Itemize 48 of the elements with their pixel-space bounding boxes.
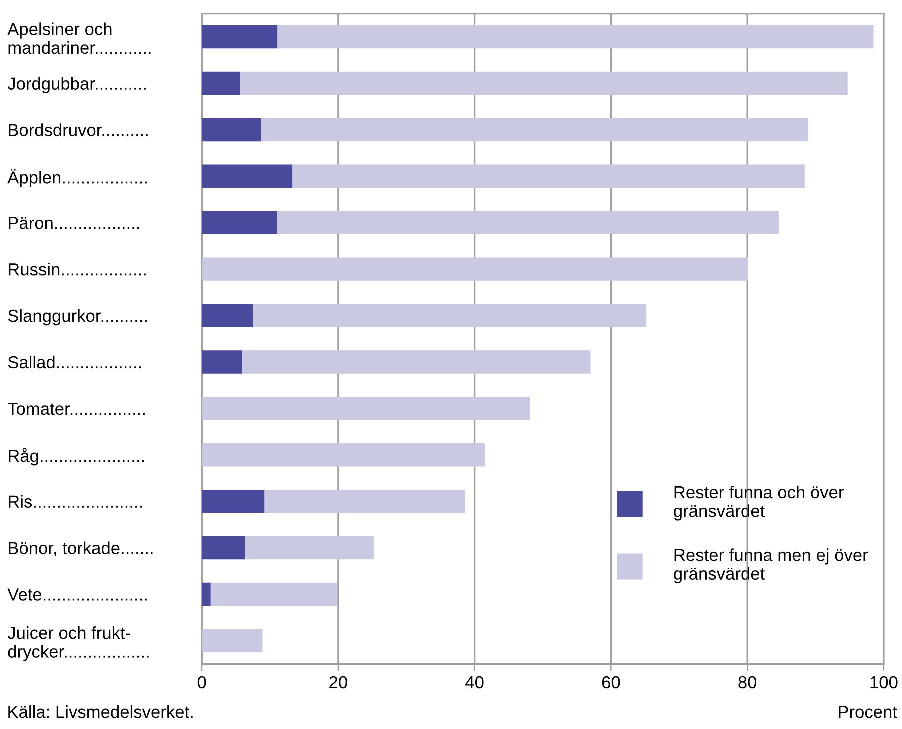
bar bbox=[253, 304, 647, 328]
bar bbox=[202, 72, 240, 96]
y-tick-label: Apelsiner och mandariner............ bbox=[8, 22, 151, 54]
x-tick-label: 100 bbox=[870, 676, 898, 689]
y-tick-label: Tomater................ bbox=[8, 403, 145, 416]
y-tick-label: Slanggurkor.......... bbox=[8, 309, 147, 326]
bar bbox=[202, 164, 293, 188]
bar bbox=[202, 350, 242, 374]
legend-label: Rester funna men ej över gränsvärdet bbox=[674, 548, 868, 584]
y-tick-label: Sallad.................. bbox=[8, 356, 142, 369]
bar bbox=[202, 629, 263, 653]
bar bbox=[264, 490, 466, 514]
y-tick-label: Äpplen.................. bbox=[8, 169, 147, 188]
y-tick-label: Juicer och frukt- drycker.................. bbox=[8, 626, 149, 662]
bar bbox=[202, 258, 748, 281]
x-axis-title: Procent bbox=[839, 706, 898, 718]
y-tick-label: Ris....................... bbox=[9, 495, 142, 508]
bar bbox=[242, 350, 591, 374]
y-tick-label: Russin.................. bbox=[9, 263, 146, 276]
bar bbox=[202, 211, 278, 234]
bar bbox=[202, 304, 254, 328]
x-tick-label: 40 bbox=[466, 676, 484, 689]
text: Källa: Livsmedelsverket. bbox=[8, 706, 193, 718]
legend-label: Rester funna och över gränsvärdet bbox=[674, 486, 844, 521]
bar bbox=[202, 536, 246, 560]
y-tick-label: Vete...................... bbox=[8, 588, 147, 601]
y-tick-label: Jordgubbar........... bbox=[8, 77, 146, 94]
x-tick-label: 20 bbox=[330, 676, 348, 689]
y-tick-label: Råg...................... bbox=[9, 448, 144, 466]
x-tick-label: 80 bbox=[738, 676, 757, 689]
bar bbox=[202, 582, 211, 606]
bar bbox=[202, 118, 262, 142]
bar bbox=[245, 536, 374, 560]
bar bbox=[202, 397, 530, 420]
bar bbox=[202, 25, 278, 49]
bar bbox=[240, 72, 848, 96]
bar bbox=[202, 490, 265, 514]
bar bbox=[277, 211, 779, 234]
x-tick-label: 0 bbox=[198, 676, 206, 689]
bar bbox=[278, 25, 874, 49]
y-tick-label: Bordsdruvor.......... bbox=[9, 124, 148, 136]
y-tick-label: Bönor, torkade....... bbox=[9, 542, 153, 557]
bar bbox=[261, 118, 808, 142]
bar bbox=[202, 443, 486, 467]
y-tick-label: Päron.................. bbox=[9, 217, 140, 230]
bar bbox=[210, 582, 338, 606]
bar bbox=[292, 164, 805, 188]
x-tick-label: 60 bbox=[602, 676, 620, 689]
